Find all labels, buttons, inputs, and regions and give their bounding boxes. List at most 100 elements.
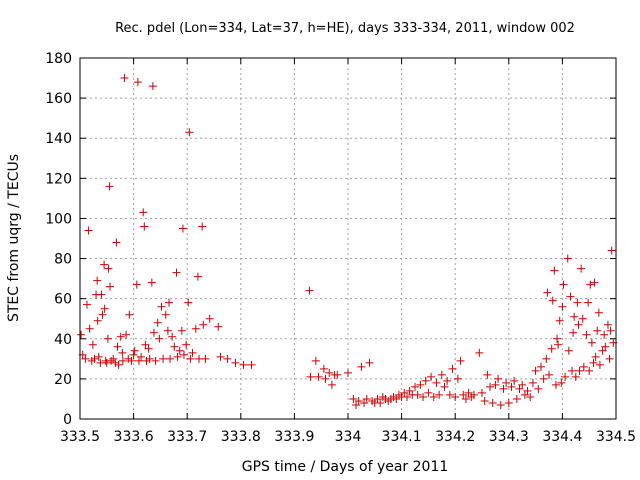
data-point: [98, 310, 107, 319]
data-point: [526, 392, 535, 401]
data-point: [159, 354, 168, 363]
data-point: [140, 222, 149, 231]
data-point: [518, 380, 527, 389]
data-point: [149, 328, 158, 337]
data-point: [90, 354, 99, 363]
data-point: [137, 352, 146, 361]
data-point: [574, 320, 583, 329]
data-point: [141, 340, 150, 349]
data-point: [595, 360, 604, 369]
x-tick-label: 333.7: [167, 429, 207, 445]
data-point: [570, 312, 579, 321]
data-point: [306, 372, 315, 381]
data-point: [305, 286, 314, 295]
data-point: [134, 356, 143, 365]
y-tick-label: 20: [54, 372, 72, 388]
data-point: [352, 400, 361, 409]
data-point: [575, 366, 584, 375]
y-tick-label: 100: [45, 211, 72, 227]
data-point: [198, 222, 207, 231]
data-point: [147, 278, 156, 287]
y-tick-label: 180: [45, 51, 72, 67]
data-point: [542, 354, 551, 363]
data-point: [582, 330, 591, 339]
y-tick-label: 60: [54, 292, 72, 308]
y-tick-label: 160: [45, 91, 72, 107]
data-point: [461, 394, 470, 403]
data-point: [520, 390, 529, 399]
data-point: [116, 332, 125, 341]
data-point: [459, 390, 468, 399]
data-point: [164, 298, 173, 307]
data-point: [483, 370, 492, 379]
data-point: [445, 390, 454, 399]
data-points: [77, 74, 618, 409]
data-point: [94, 352, 103, 361]
data-point: [480, 396, 489, 405]
data-point: [593, 326, 602, 335]
data-point: [566, 292, 575, 301]
data-point: [321, 374, 330, 383]
data-point: [561, 372, 570, 381]
data-point: [550, 266, 559, 275]
data-point: [191, 324, 200, 333]
data-point: [424, 388, 433, 397]
data-point: [362, 394, 371, 403]
data-point: [578, 314, 587, 323]
data-point: [392, 394, 401, 403]
data-point: [185, 128, 194, 137]
data-point: [534, 384, 543, 393]
data-point: [100, 304, 109, 313]
data-point: [349, 394, 358, 403]
data-point: [97, 290, 106, 299]
data-point: [510, 376, 519, 385]
data-point: [173, 352, 182, 361]
x-tick-label: 334.4: [542, 429, 582, 445]
data-point: [77, 330, 86, 339]
data-point: [443, 376, 452, 385]
data-point: [571, 372, 580, 381]
data-point: [122, 330, 131, 339]
data-point: [376, 398, 385, 407]
data-point: [469, 390, 478, 399]
data-point: [157, 302, 166, 311]
data-point: [464, 388, 473, 397]
data-point: [491, 380, 500, 389]
x-tick-label: 333.5: [60, 429, 100, 445]
data-point: [558, 302, 567, 311]
plot-frame: [79, 57, 617, 420]
data-point: [85, 324, 94, 333]
data-point: [199, 320, 208, 329]
data-point: [109, 354, 118, 363]
data-point: [205, 314, 214, 323]
data-point: [555, 316, 564, 325]
data-point: [486, 382, 495, 391]
x-tick-label: 333.8: [221, 429, 261, 445]
data-point: [166, 354, 175, 363]
data-point: [360, 398, 369, 407]
data-point: [178, 224, 187, 233]
data-point: [419, 392, 428, 401]
grid-lines: [80, 58, 616, 419]
data-point: [411, 382, 419, 391]
data-point: [172, 268, 181, 277]
data-point: [106, 282, 115, 291]
data-point: [437, 370, 446, 379]
data-point: [81, 354, 90, 363]
data-point: [539, 374, 548, 383]
y-tick-label: 40: [54, 332, 72, 348]
y-tick-label: 120: [45, 171, 72, 187]
data-point: [125, 310, 134, 319]
data-point: [432, 378, 441, 387]
data-point: [478, 388, 486, 397]
data-point: [107, 356, 116, 365]
data-point: [536, 362, 545, 371]
data-point: [587, 338, 596, 347]
data-point: [151, 356, 160, 365]
data-point: [193, 272, 202, 281]
data-point: [453, 374, 462, 383]
data-point: [600, 330, 609, 339]
y-tick-label: 80: [54, 252, 72, 268]
data-point: [216, 352, 225, 361]
